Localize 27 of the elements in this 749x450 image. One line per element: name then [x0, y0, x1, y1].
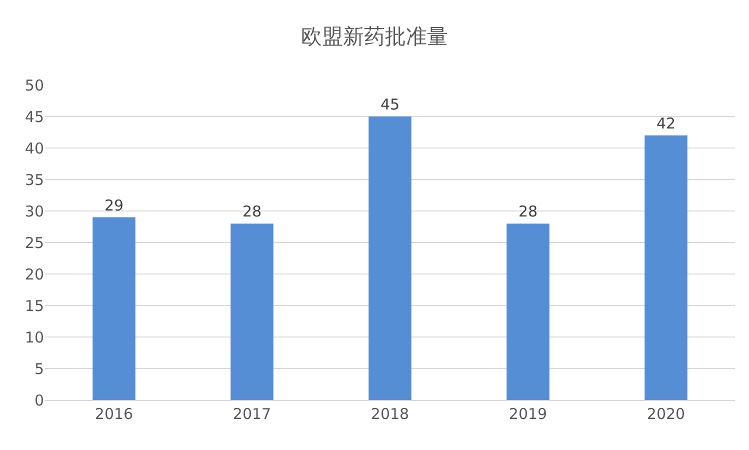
- y-tick-label: 35: [24, 170, 44, 189]
- y-tick-label: 10: [24, 328, 44, 346]
- data-label: 42: [656, 114, 676, 132]
- x-tick-label: 2019: [508, 405, 548, 423]
- bar: [644, 135, 688, 400]
- x-tick-label: 2016: [94, 405, 134, 423]
- data-label: 28: [242, 202, 262, 221]
- x-tick-label: 2017: [232, 405, 272, 423]
- data-label: 45: [380, 96, 400, 114]
- bar: [368, 116, 412, 400]
- data-label: 29: [104, 196, 124, 214]
- y-tick-label: 15: [24, 296, 44, 315]
- chart-title: 欧盟新药批准量: [301, 24, 448, 48]
- y-tick-label: 30: [24, 202, 44, 220]
- y-tick-label: 40: [24, 139, 44, 158]
- bar: [506, 224, 550, 400]
- x-tick-label: 2020: [646, 405, 686, 423]
- y-tick-label: 50: [24, 76, 44, 94]
- bar: [92, 217, 136, 400]
- y-tick-label: 20: [24, 265, 44, 284]
- y-tick-label: 0: [34, 391, 44, 410]
- x-tick-label: 2018: [370, 405, 410, 423]
- y-tick-label: 5: [34, 360, 44, 378]
- y-tick-label: 25: [24, 234, 44, 252]
- y-tick-label: 45: [24, 108, 44, 126]
- bar: [230, 224, 274, 400]
- data-label: 28: [518, 202, 538, 221]
